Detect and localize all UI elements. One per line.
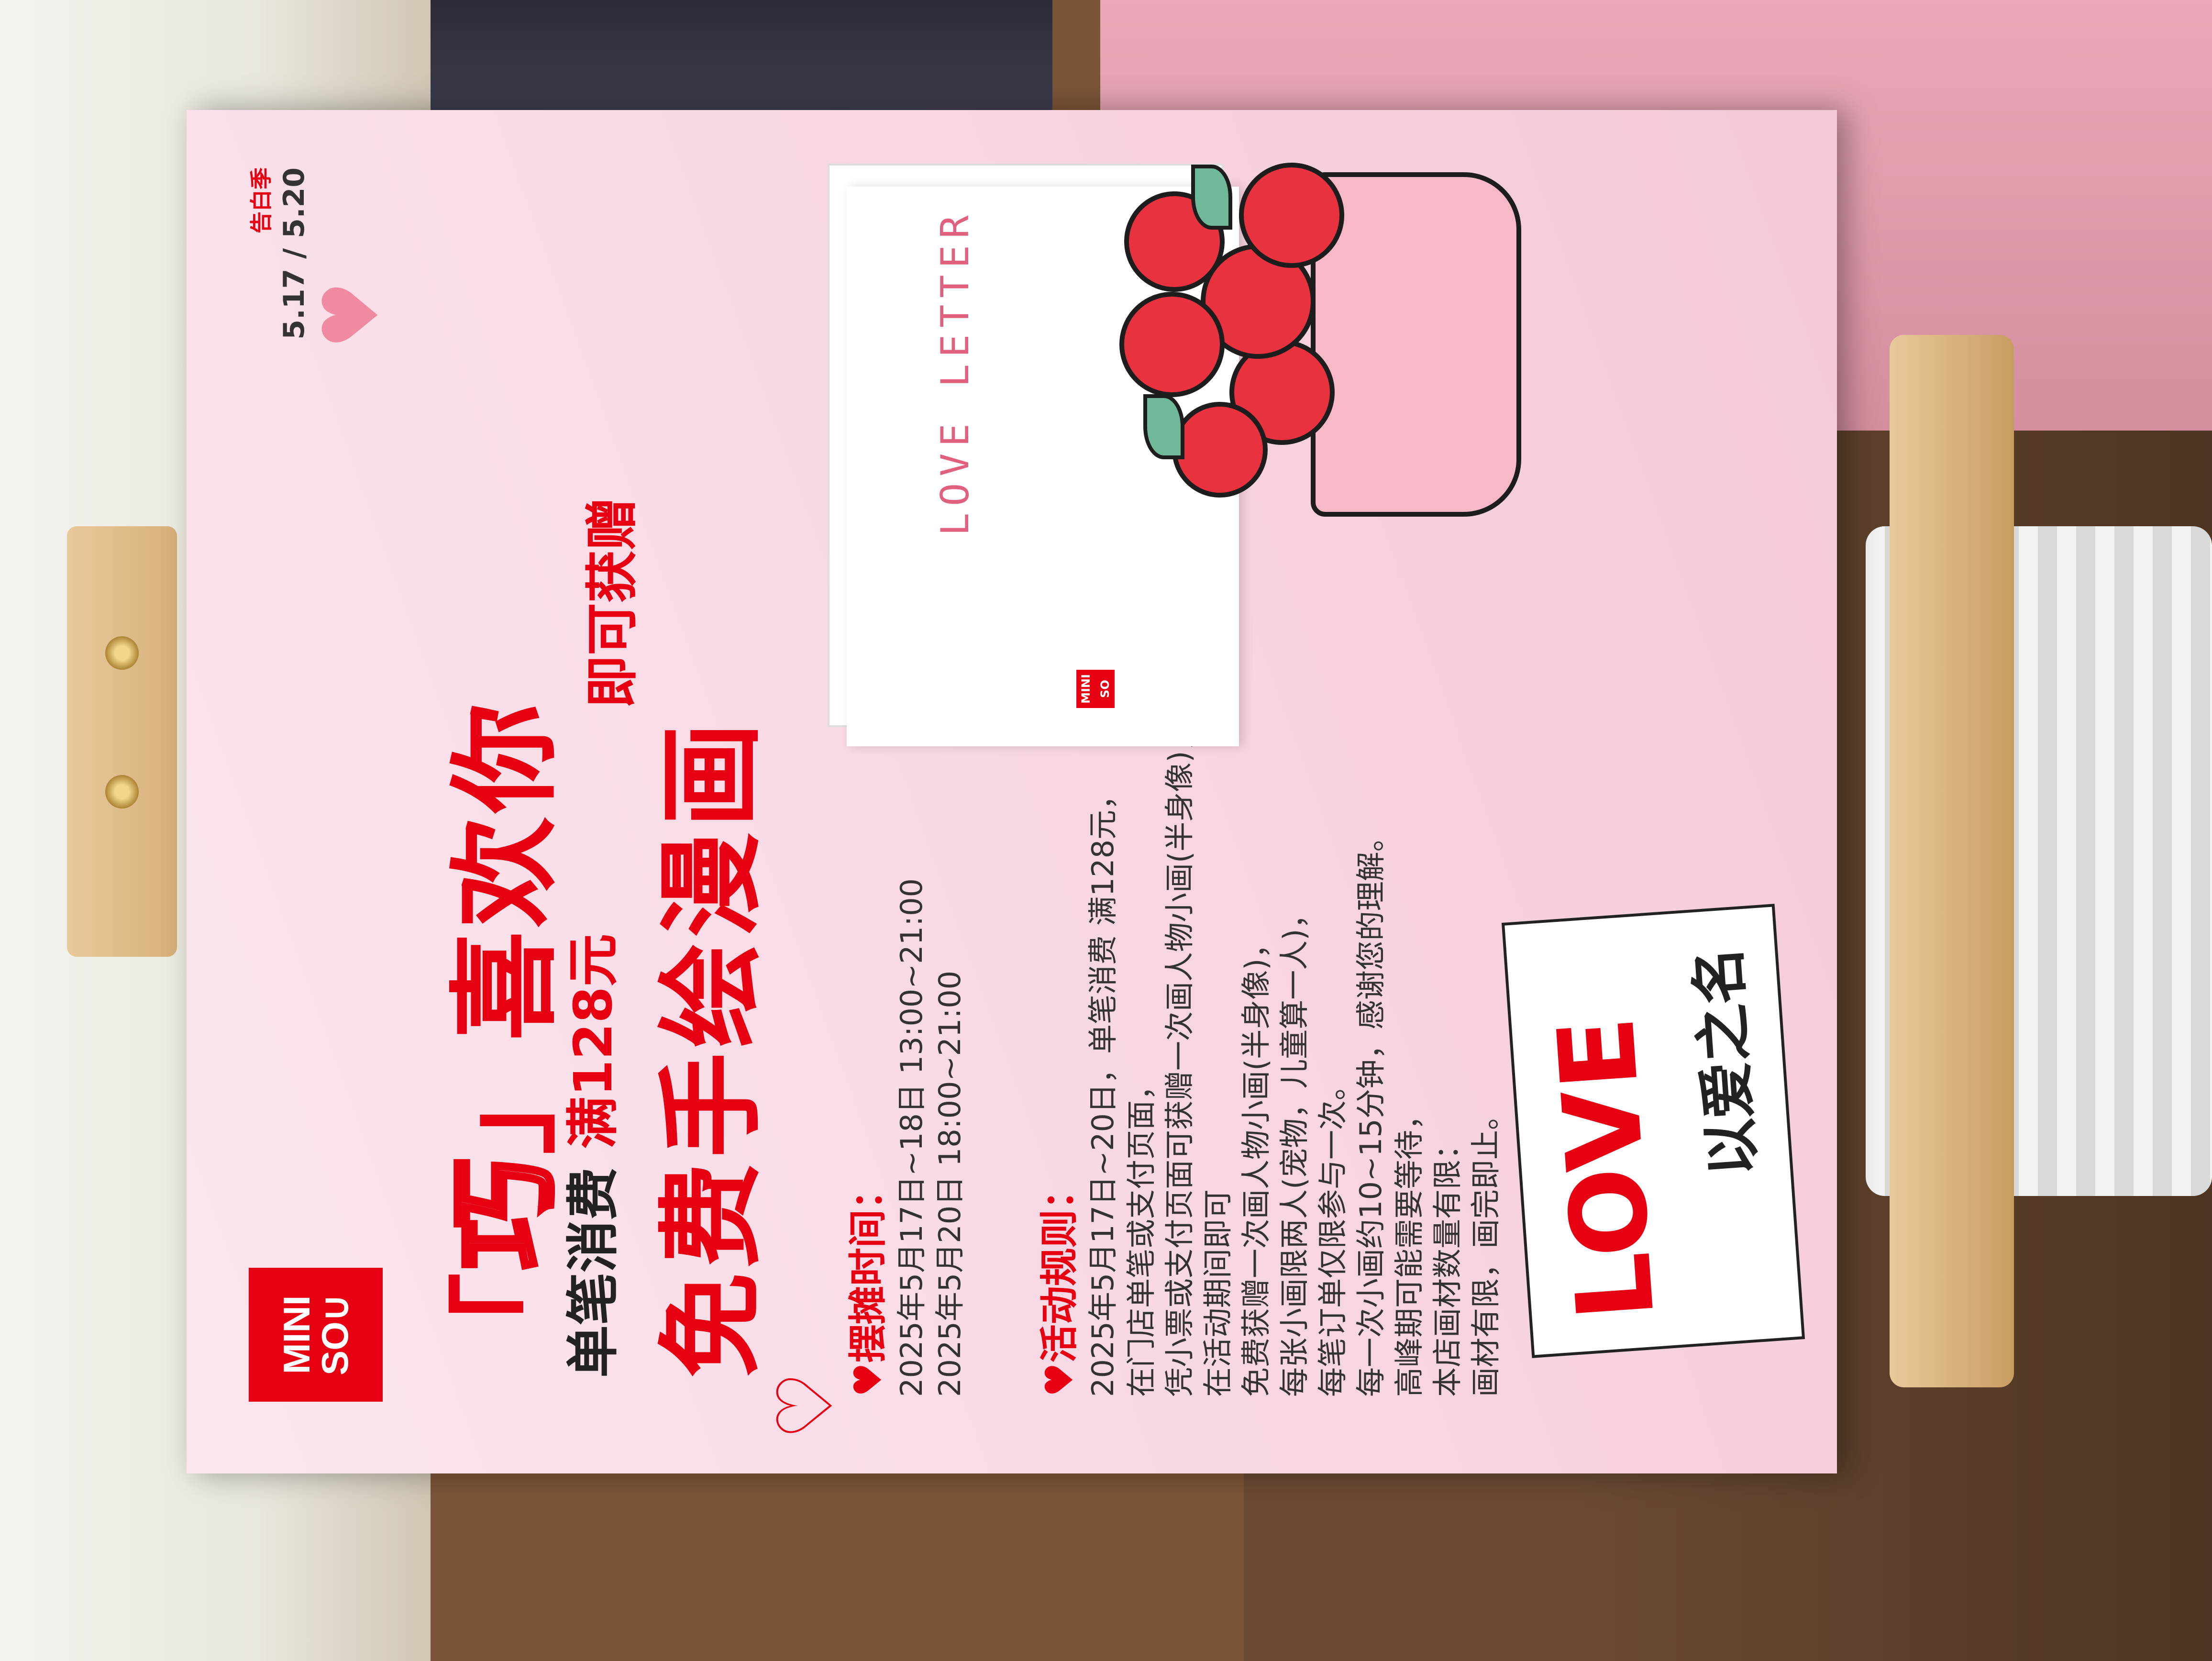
rule-line: 本店画材数量有限： <box>1430 1129 1465 1397</box>
offer-big: 免费手绘漫画 <box>651 717 773 1378</box>
poster-container: MINI SO∪ 告白季 5.17 / 5.20 「巧」喜欢你 单笔消费 满12… <box>187 110 1837 1473</box>
time-line: 2025年5月17日~18日 13:00~21:00 <box>894 878 929 1397</box>
rule-line: 高峰期可能需要等待， <box>1392 1100 1427 1397</box>
rule-line: 画材有限，画完即止。 <box>1468 1100 1503 1397</box>
logo-line1: MINI <box>276 1295 318 1374</box>
letter-card-text: LOVE LETTER <box>933 209 977 536</box>
poster: MINI SO∪ 告白季 5.17 / 5.20 「巧」喜欢你 单笔消费 满12… <box>187 110 1837 1473</box>
leaf-icon <box>1143 394 1184 459</box>
rule-line: 每笔订单仅限参与一次。 <box>1315 1070 1350 1397</box>
letter-card-logo: MINI SO <box>1076 670 1115 708</box>
time-section: 摆摊时间： 2025年5月17日~18日 13:00~21:00 2025年5月… <box>837 878 969 1397</box>
easel-frame <box>1890 335 2014 1387</box>
rule-line: 2025年5月17日~20日，单笔消费 满128元， <box>1085 780 1120 1397</box>
heart-icon: ♥ <box>306 280 396 349</box>
rule-line: 每一次小画约10~15分钟，感谢您的理解。 <box>1353 822 1388 1397</box>
rule-line: 每张小画限两人(宠物，儿童算一人)， <box>1277 899 1312 1397</box>
screw-icon <box>105 636 139 670</box>
rule-line: 在活动期间即可 <box>1200 1189 1235 1397</box>
rule-line: 在门店单笔或支付页面， <box>1124 1070 1159 1397</box>
screw-icon <box>105 775 139 808</box>
tulip-icon <box>1172 402 1268 498</box>
offer-suffix: 即可获赠 <box>582 498 643 708</box>
leaf-icon <box>1191 165 1232 230</box>
love-card-title: LOVE <box>1535 1013 1678 1325</box>
rules-title: 活动规则： <box>1029 721 1084 1397</box>
time-title: 摆摊时间： <box>837 878 893 1397</box>
love-card-subtitle: 以爱之名 <box>1685 944 1768 1179</box>
offer-amount: 满128元 <box>563 934 624 1149</box>
easel-clip <box>67 526 177 957</box>
miniso-logo: MINI SO∪ <box>249 1268 383 1402</box>
rules-section: 活动规则： 2025年5月17日~20日，单笔消费 满128元， 在门店单笔或支… <box>1029 721 1505 1397</box>
season-label: 告白季 <box>248 167 274 233</box>
time-line: 2025年5月20日 18:00~21:00 <box>932 970 967 1397</box>
offer-prefix: 单笔消费 <box>563 1167 624 1378</box>
rule-line: 凭小票或支付页面可获赠一次画人物小画(半身像)， <box>1162 721 1197 1397</box>
offer-line: 单笔消费 满128元 <box>550 934 627 1378</box>
heart-outline-icon: ♡ <box>761 1371 850 1440</box>
tulip-icon <box>1119 292 1225 397</box>
rule-line: 免费获赠一次画人物小画(半身像)， <box>1239 929 1273 1397</box>
tulip-icon <box>1239 163 1344 268</box>
logo-line2: SO∪ <box>314 1294 356 1375</box>
